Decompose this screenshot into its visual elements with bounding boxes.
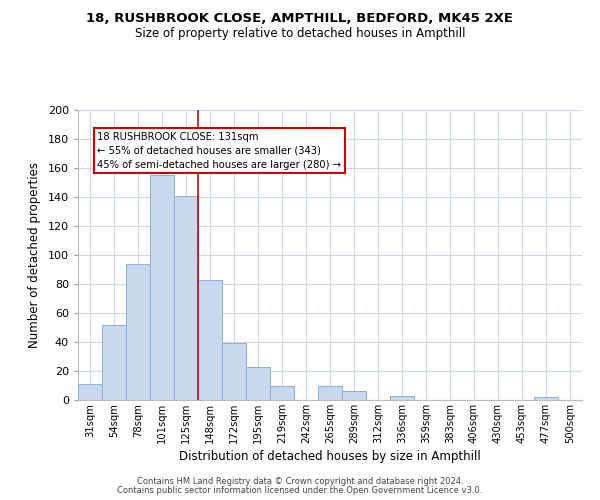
- Bar: [534, 397, 558, 400]
- Bar: [246, 366, 270, 400]
- Bar: [78, 384, 102, 400]
- Bar: [342, 392, 366, 400]
- Bar: [318, 386, 342, 400]
- Text: Contains HM Land Registry data © Crown copyright and database right 2024.: Contains HM Land Registry data © Crown c…: [137, 477, 463, 486]
- Bar: [198, 280, 222, 400]
- Bar: [222, 344, 246, 400]
- Bar: [126, 264, 150, 400]
- Bar: [390, 396, 414, 400]
- Bar: [174, 196, 198, 400]
- Bar: [270, 386, 294, 400]
- Text: Size of property relative to detached houses in Ampthill: Size of property relative to detached ho…: [135, 28, 465, 40]
- Text: 18, RUSHBROOK CLOSE, AMPTHILL, BEDFORD, MK45 2XE: 18, RUSHBROOK CLOSE, AMPTHILL, BEDFORD, …: [86, 12, 514, 26]
- Text: 18 RUSHBROOK CLOSE: 131sqm
← 55% of detached houses are smaller (343)
45% of sem: 18 RUSHBROOK CLOSE: 131sqm ← 55% of deta…: [97, 132, 341, 170]
- Y-axis label: Number of detached properties: Number of detached properties: [28, 162, 41, 348]
- X-axis label: Distribution of detached houses by size in Ampthill: Distribution of detached houses by size …: [179, 450, 481, 463]
- Bar: [150, 176, 174, 400]
- Text: Contains public sector information licensed under the Open Government Licence v3: Contains public sector information licen…: [118, 486, 482, 495]
- Bar: [102, 324, 126, 400]
